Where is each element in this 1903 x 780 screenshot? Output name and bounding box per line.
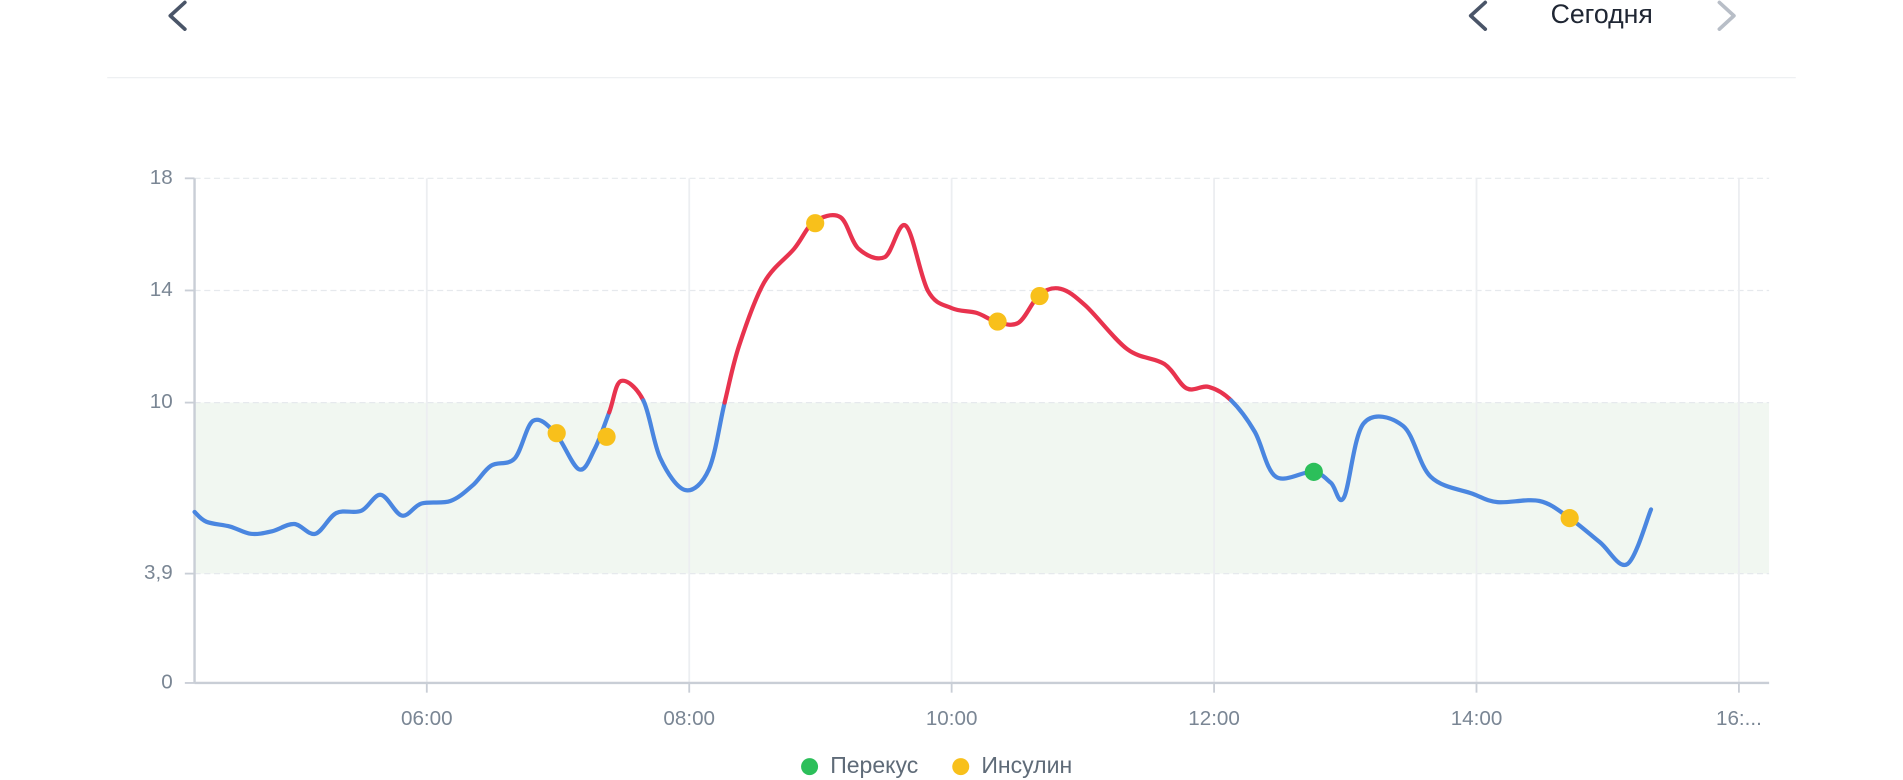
legend-swatch: [952, 758, 970, 776]
legend-label: Инсулин: [981, 752, 1072, 778]
x-tick-label: 12:00: [1188, 707, 1240, 730]
glucose-line: [607, 378, 646, 415]
glucose-line: [192, 410, 612, 537]
x-tick-label: 06:00: [401, 707, 453, 730]
y-tick-label: 0: [161, 670, 172, 693]
y-tick-label: 14: [150, 278, 173, 301]
event-marker: [988, 312, 1007, 331]
x-tick-label: 08:00: [663, 707, 715, 730]
event-marker: [1304, 462, 1323, 481]
event-marker: [1560, 509, 1579, 528]
date-label: Сегодня: [1551, 0, 1653, 29]
target-range: [194, 402, 1770, 574]
legend-swatch: [801, 758, 819, 776]
event-marker: [806, 214, 825, 233]
glucose-line: [641, 398, 727, 493]
y-tick-label: 18: [150, 166, 173, 189]
back-button[interactable]: [168, 0, 187, 31]
glucose-line: [1229, 398, 1654, 568]
glucose-line: [722, 213, 1234, 405]
y-tick-label: 10: [150, 390, 173, 413]
y-tick-label: 3,9: [144, 561, 173, 584]
event-marker: [547, 424, 566, 443]
x-tick-label: 10:00: [926, 707, 978, 730]
x-tick-label: 16:...: [1716, 707, 1762, 730]
prev-day-button[interactable]: [1468, 0, 1488, 31]
next-day-button[interactable]: [1717, 0, 1736, 31]
event-marker: [1030, 286, 1049, 306]
event-marker: [597, 427, 616, 446]
legend-label: Перекус: [830, 752, 918, 778]
x-tick-label: 14:00: [1451, 707, 1503, 730]
